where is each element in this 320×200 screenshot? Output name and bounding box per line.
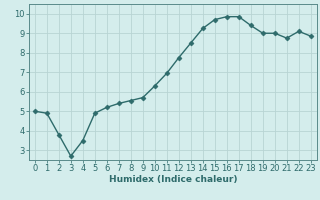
X-axis label: Humidex (Indice chaleur): Humidex (Indice chaleur) [108, 175, 237, 184]
